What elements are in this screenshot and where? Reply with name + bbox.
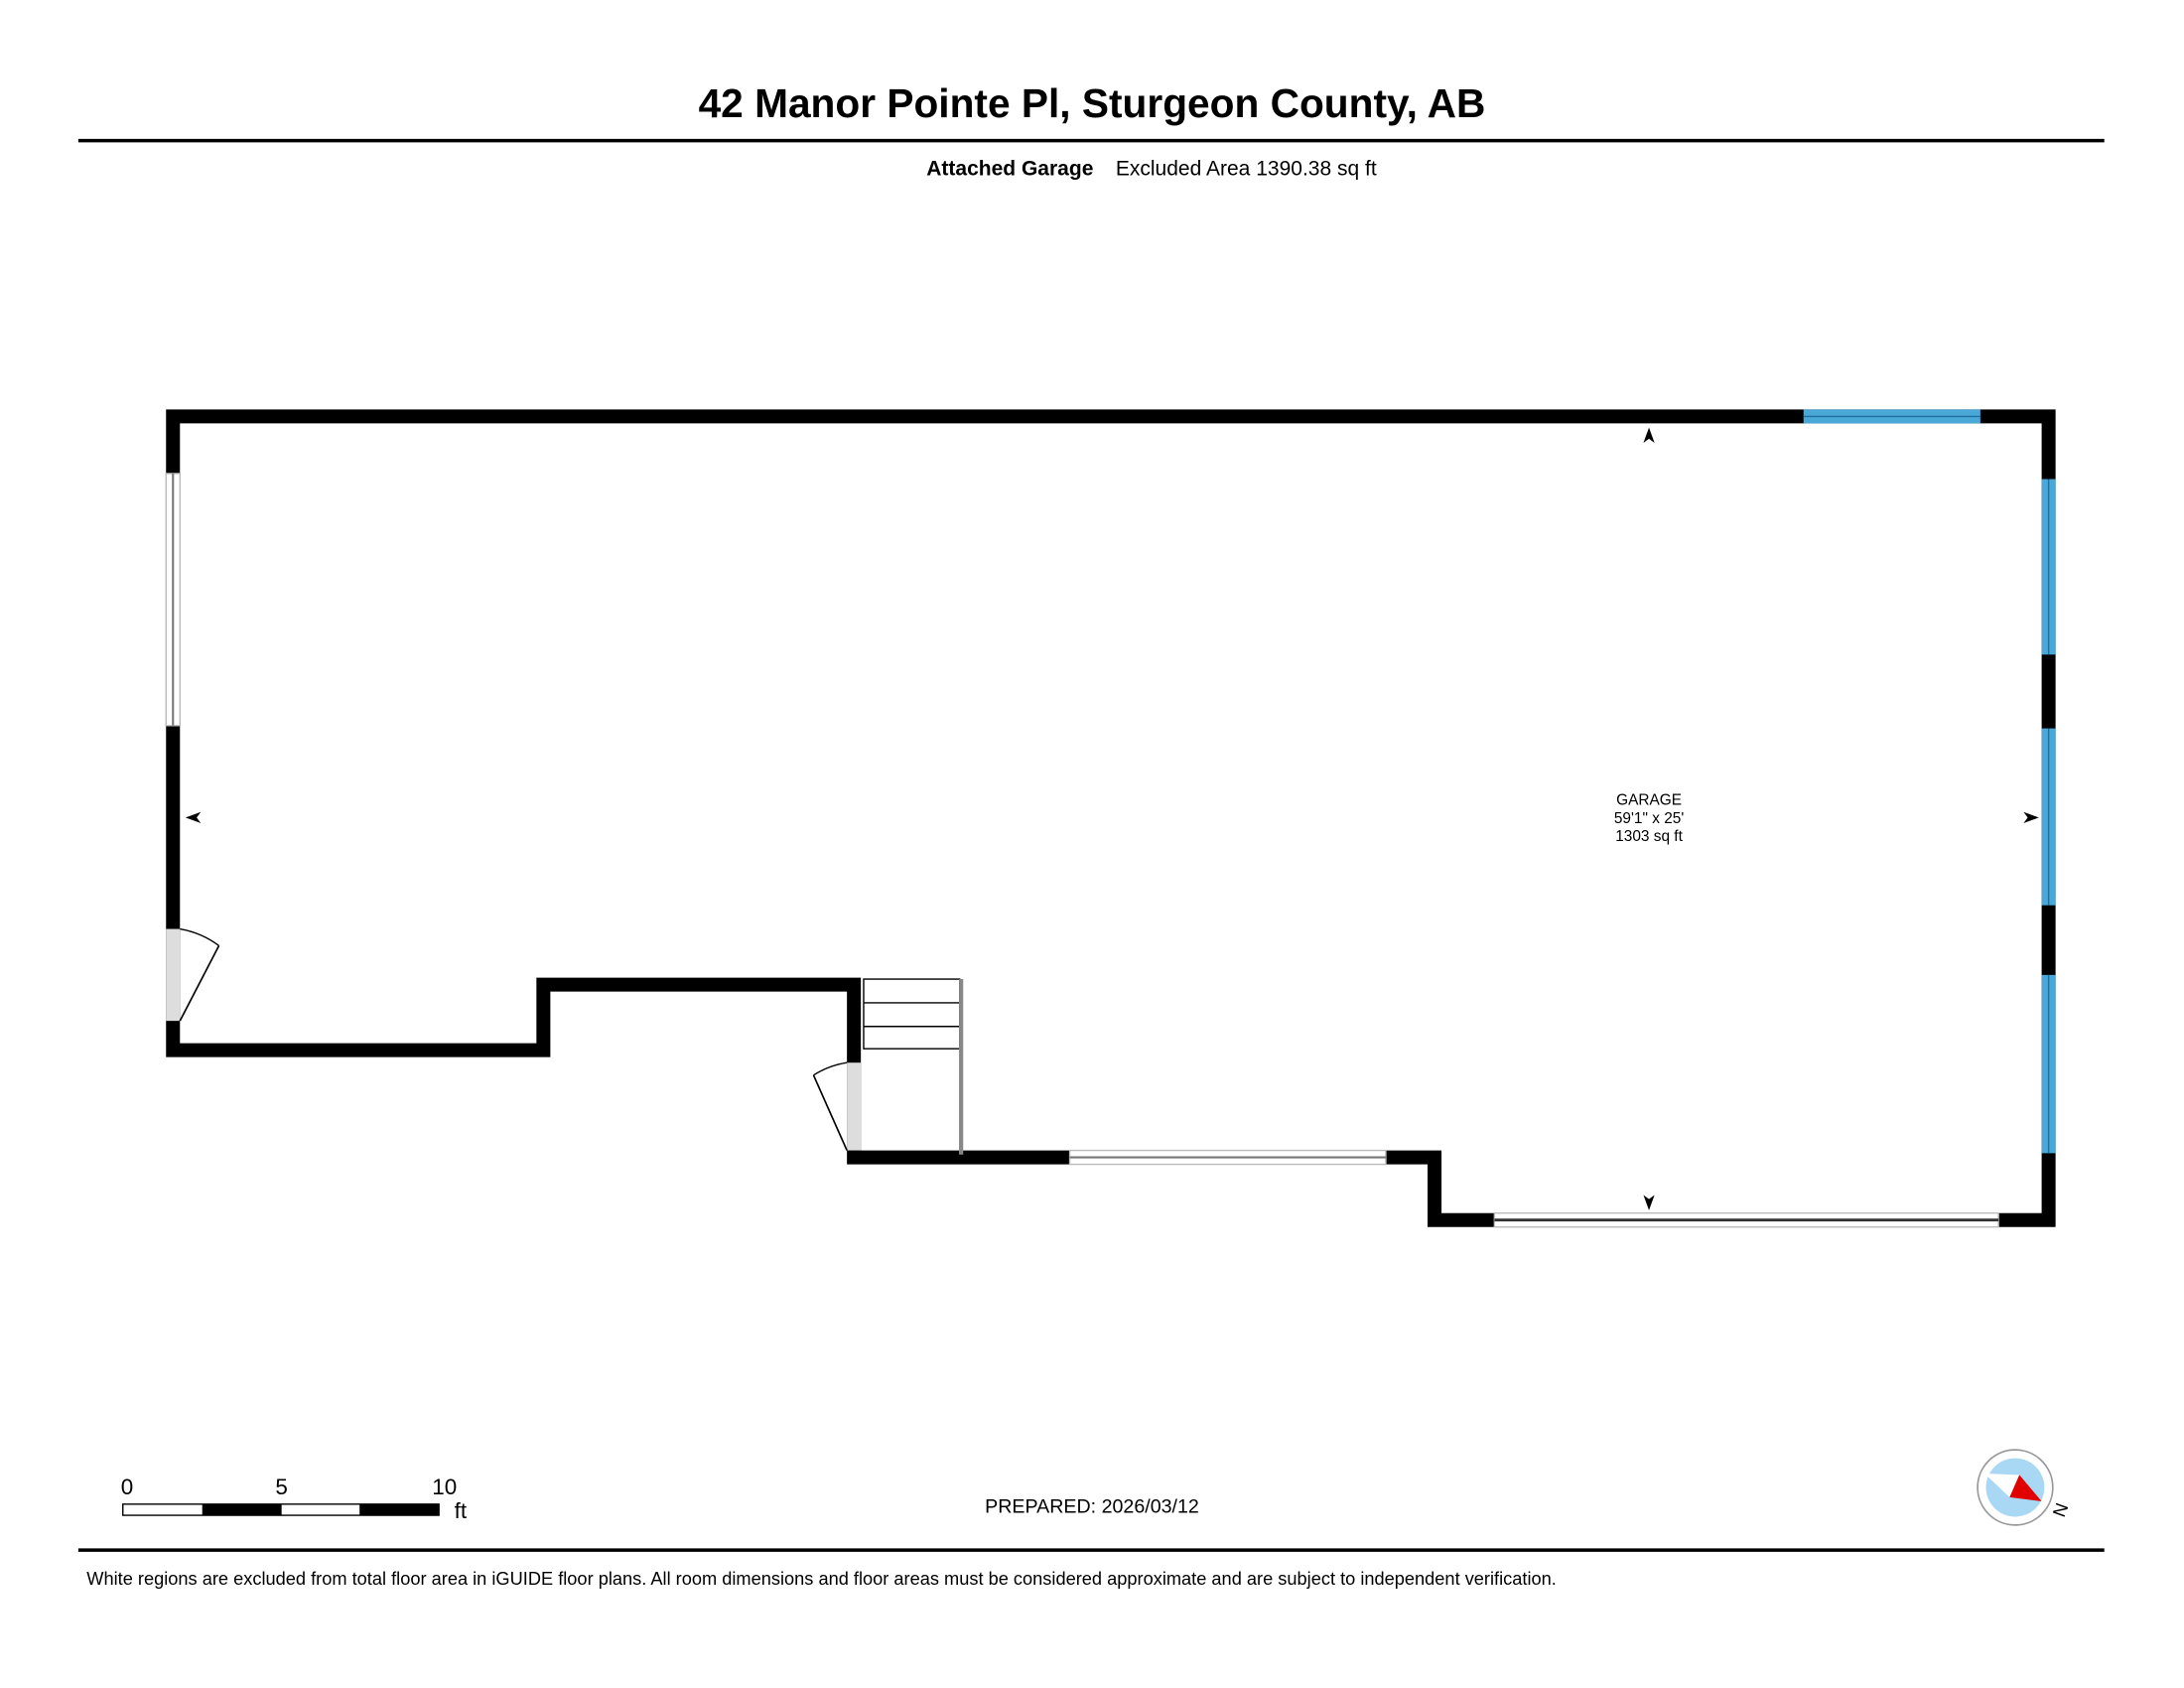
door-left — [166, 927, 220, 1022]
arrow-down-icon — [1643, 1195, 1655, 1210]
direction-arrows — [185, 427, 2039, 1210]
compass-north-label: N — [2048, 1500, 2072, 1520]
scale-tick-10: 10 — [432, 1475, 457, 1499]
arrow-right-icon — [2023, 811, 2039, 823]
scale-bar: 0 5 10 ft — [121, 1475, 468, 1523]
room-dimensions: 59'1" x 25' — [1614, 810, 1685, 827]
floor-label: Attached Garage — [926, 158, 1093, 181]
garage-door — [1493, 1211, 1999, 1228]
arrow-up-icon — [1643, 427, 1655, 444]
scale-unit: ft — [455, 1498, 468, 1523]
room-name: GARAGE — [1616, 792, 1682, 809]
prepared-date: PREPARED: 2026/03/12 — [985, 1495, 1199, 1517]
scale-tick-5: 5 — [275, 1475, 287, 1499]
stairs — [863, 978, 964, 1155]
scale-tick-0: 0 — [121, 1475, 133, 1499]
compass-icon: N — [1977, 1449, 2072, 1526]
page-title: 42 Manor Pointe Pl, Sturgeon County, AB — [699, 80, 1486, 126]
footer-disclaimer: White regions are excluded from total fl… — [86, 1568, 1557, 1589]
room-area: 1303 sq ft — [1615, 828, 1683, 845]
door-stairs — [812, 1061, 862, 1151]
windows — [165, 409, 2056, 1166]
arrow-left-icon — [185, 811, 202, 823]
garage-walls — [166, 409, 2056, 1227]
excluded-area: Excluded Area 1390.38 sq ft — [1116, 158, 1377, 181]
room-label: GARAGE 59'1" x 25' 1303 sq ft — [1614, 792, 1685, 845]
